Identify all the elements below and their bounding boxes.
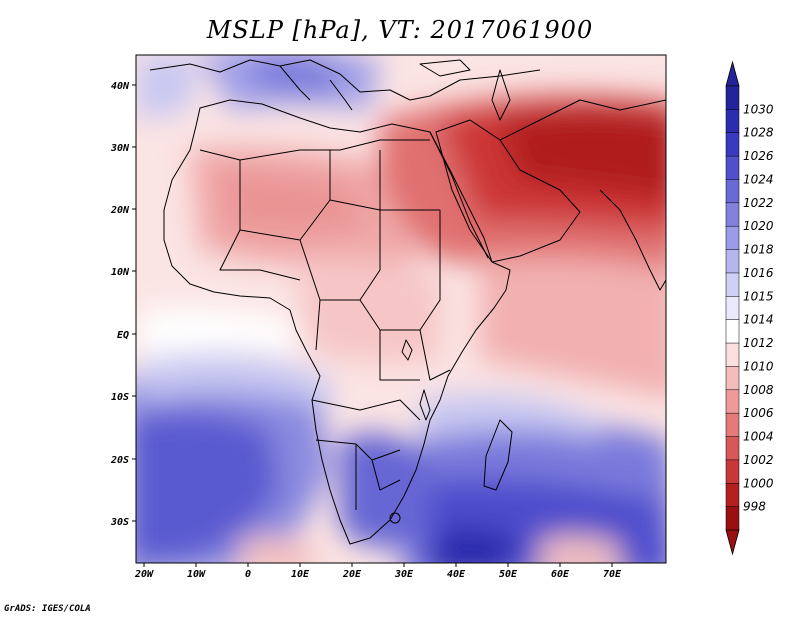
colorbar-swatch bbox=[725, 389, 740, 414]
lat-label: EQ bbox=[117, 330, 129, 341]
colorbar-swatch bbox=[725, 459, 740, 484]
colorbar: 1030 1028 1026 1024 1022 1020 1018 1016 1015 1014… bbox=[725, 60, 774, 556]
colorbar-swatch bbox=[725, 342, 740, 367]
colorbar-label: 1006 bbox=[743, 406, 774, 420]
lat-label: 30S bbox=[110, 517, 129, 528]
colorbar-label: 1022 bbox=[743, 196, 774, 210]
colorbar-swatch bbox=[725, 506, 740, 531]
lon-label: 20W bbox=[134, 569, 154, 580]
colorbar-label: 1018 bbox=[743, 243, 774, 257]
colorbar-label: 1010 bbox=[743, 359, 774, 373]
colorbar-label: 1000 bbox=[743, 476, 774, 490]
lon-tick-labels: 20W 10W 0 10E 20E 30E 40E 50E 60E 70E bbox=[134, 569, 622, 580]
colorbar-top-arrow bbox=[725, 60, 740, 87]
lon-label: 40E bbox=[447, 569, 466, 580]
colorbar-swatch bbox=[725, 319, 740, 344]
colorbar-swatch bbox=[725, 225, 740, 251]
colorbar-swatch bbox=[725, 202, 740, 227]
colorbar-label: 1030 bbox=[743, 102, 774, 116]
colorbar-swatch bbox=[725, 296, 740, 321]
coastlines bbox=[149, 59, 666, 545]
colorbar-swatch bbox=[725, 179, 740, 204]
colorbar-label: 1004 bbox=[743, 430, 774, 444]
lat-tick-labels: 40N 30N 20N 10N EQ 10S 20S 30S bbox=[110, 81, 130, 528]
lon-ticks bbox=[143, 563, 613, 567]
lon-label: 70E bbox=[603, 569, 622, 580]
colorbar-swatch bbox=[725, 412, 740, 438]
lat-ticks bbox=[132, 84, 136, 522]
lat-label: 10N bbox=[111, 267, 130, 278]
colorbar-swatch bbox=[725, 132, 740, 157]
colorbar-label: 1008 bbox=[743, 383, 774, 397]
lat-label: 20S bbox=[110, 455, 129, 466]
colorbar-bottom-arrow bbox=[725, 529, 740, 556]
footer-credit: GrADS: IGES/COLA bbox=[4, 604, 91, 614]
colorbar-label: 1002 bbox=[743, 453, 774, 467]
lon-label: 0 bbox=[245, 569, 251, 580]
pressure-field bbox=[136, 55, 666, 563]
colorbar-swatch bbox=[725, 436, 740, 461]
colorbar-label: 1016 bbox=[743, 266, 774, 280]
plot-frame bbox=[135, 54, 667, 564]
colorbar-label: 998 bbox=[743, 500, 766, 514]
colorbar-label: 1020 bbox=[743, 219, 774, 233]
colorbar-swatch bbox=[725, 366, 740, 391]
lon-label: 50E bbox=[499, 569, 518, 580]
lat-label: 30N bbox=[110, 143, 130, 154]
colorbar-swatch bbox=[725, 483, 740, 508]
colorbar-label: 1028 bbox=[743, 126, 774, 140]
lon-label: 10E bbox=[291, 569, 310, 580]
map-title: MSLP [hPa], VT: 2017061900 bbox=[206, 16, 594, 44]
lat-label: 20N bbox=[110, 205, 130, 216]
colorbar-label: 1015 bbox=[743, 289, 774, 303]
colorbar-label: 1024 bbox=[743, 172, 774, 186]
colorbar-swatch bbox=[725, 109, 740, 134]
lon-label: 10W bbox=[187, 569, 206, 580]
lon-label: 30E bbox=[394, 569, 414, 580]
colorbar-swatch bbox=[725, 249, 740, 274]
lat-label: 40N bbox=[111, 81, 130, 92]
lon-label: 60E bbox=[551, 569, 570, 580]
colorbar-label: 1026 bbox=[743, 149, 774, 163]
lon-label: 20E bbox=[342, 569, 362, 580]
colorbar-swatch bbox=[725, 85, 740, 110]
colorbar-swatch bbox=[725, 155, 740, 181]
colorbar-label: 1012 bbox=[743, 336, 774, 350]
lat-label: 10S bbox=[111, 392, 129, 403]
colorbar-label: 1014 bbox=[743, 313, 774, 327]
colorbar-swatch bbox=[725, 272, 740, 297]
